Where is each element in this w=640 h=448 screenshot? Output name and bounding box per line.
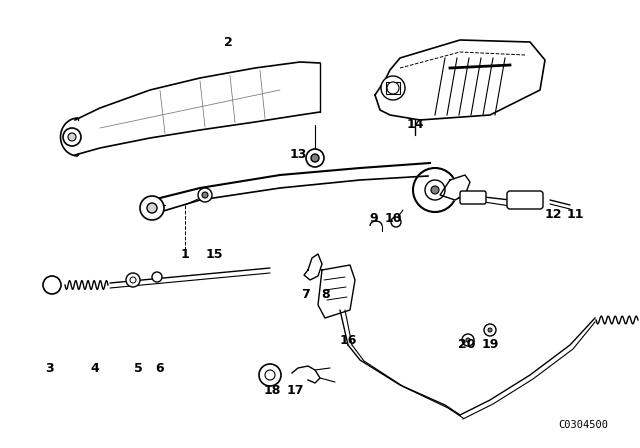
Text: 16: 16 bbox=[339, 333, 356, 346]
Text: 2: 2 bbox=[223, 35, 232, 48]
Circle shape bbox=[306, 149, 324, 167]
Circle shape bbox=[259, 364, 281, 386]
Text: 13: 13 bbox=[289, 148, 307, 161]
Circle shape bbox=[488, 328, 492, 332]
Circle shape bbox=[462, 334, 474, 346]
Polygon shape bbox=[318, 265, 355, 318]
Polygon shape bbox=[375, 40, 545, 120]
Circle shape bbox=[43, 276, 61, 294]
Circle shape bbox=[126, 273, 140, 287]
Circle shape bbox=[152, 272, 162, 282]
Circle shape bbox=[413, 168, 457, 212]
Circle shape bbox=[198, 188, 212, 202]
Circle shape bbox=[63, 128, 81, 146]
Text: 4: 4 bbox=[91, 362, 99, 375]
Text: C0304500: C0304500 bbox=[558, 420, 608, 430]
Circle shape bbox=[147, 203, 157, 213]
Circle shape bbox=[311, 154, 319, 162]
Circle shape bbox=[391, 217, 401, 227]
Text: 18: 18 bbox=[263, 383, 281, 396]
Circle shape bbox=[140, 196, 164, 220]
Text: 19: 19 bbox=[481, 339, 499, 352]
Circle shape bbox=[265, 370, 275, 380]
Circle shape bbox=[202, 192, 208, 198]
Text: 1: 1 bbox=[180, 249, 189, 262]
Circle shape bbox=[68, 133, 76, 141]
Text: 3: 3 bbox=[45, 362, 54, 375]
Circle shape bbox=[484, 324, 496, 336]
Text: 15: 15 bbox=[205, 249, 223, 262]
Text: 8: 8 bbox=[322, 289, 330, 302]
FancyBboxPatch shape bbox=[460, 191, 486, 204]
Text: 10: 10 bbox=[384, 211, 402, 224]
Circle shape bbox=[130, 277, 136, 283]
Text: 14: 14 bbox=[406, 119, 424, 132]
Text: 11: 11 bbox=[566, 208, 584, 221]
Text: 5: 5 bbox=[134, 362, 142, 375]
Text: 20: 20 bbox=[458, 339, 476, 352]
Text: 12: 12 bbox=[544, 208, 562, 221]
Circle shape bbox=[387, 82, 399, 94]
Circle shape bbox=[425, 180, 445, 200]
Polygon shape bbox=[440, 175, 470, 200]
FancyBboxPatch shape bbox=[507, 191, 543, 209]
Circle shape bbox=[381, 76, 405, 100]
Text: 17: 17 bbox=[286, 383, 304, 396]
Text: 6: 6 bbox=[156, 362, 164, 375]
Polygon shape bbox=[304, 254, 322, 280]
Circle shape bbox=[431, 186, 439, 194]
Circle shape bbox=[466, 338, 470, 342]
FancyBboxPatch shape bbox=[386, 82, 400, 94]
Text: 9: 9 bbox=[370, 211, 378, 224]
Text: 7: 7 bbox=[301, 289, 309, 302]
